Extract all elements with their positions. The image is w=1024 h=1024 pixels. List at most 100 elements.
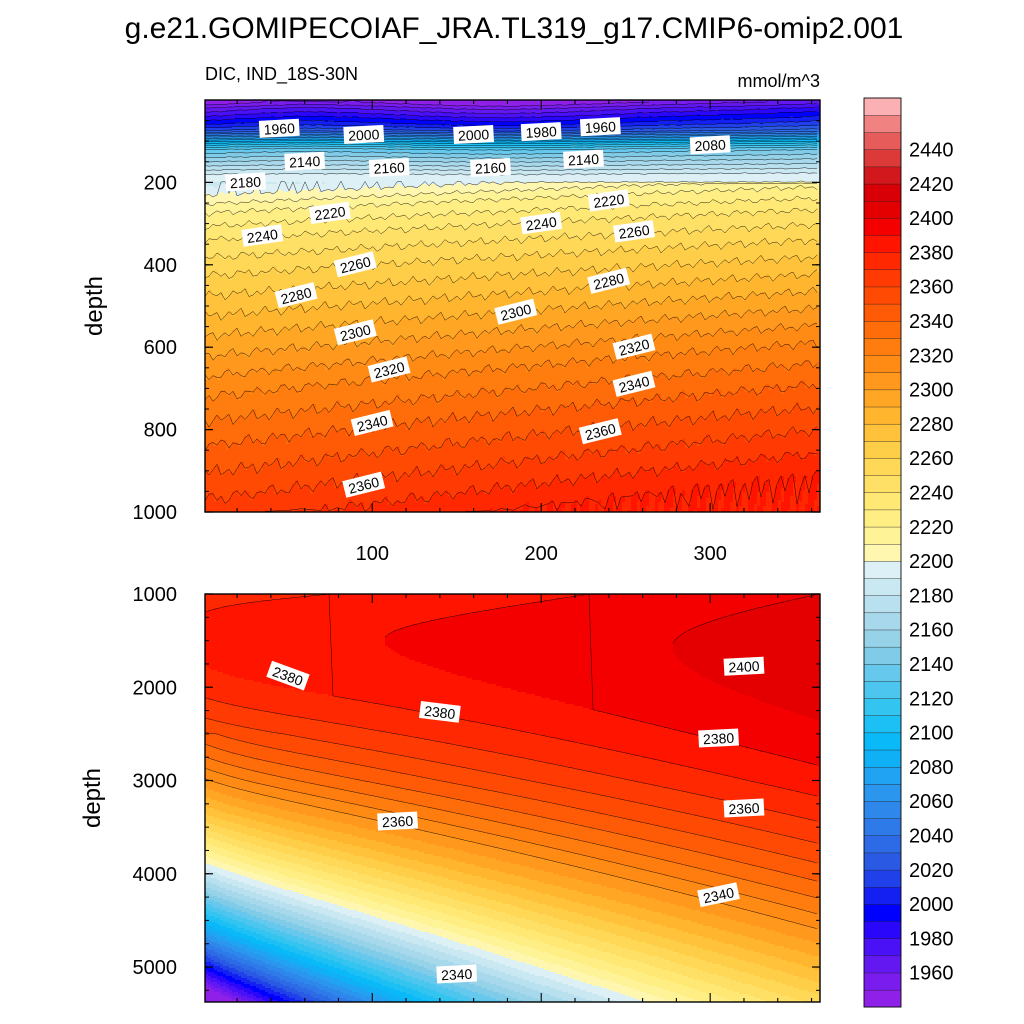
contour-cell: [418, 130, 422, 133]
contour-cell: [241, 462, 245, 495]
contour-cell: [328, 146, 332, 149]
contour-cell: [307, 124, 311, 129]
contour-cell: [496, 464, 500, 483]
contour-cell: [415, 502, 419, 512]
contour-cell: [280, 144, 284, 147]
contour-cell: [217, 116, 221, 121]
contour-cell: [433, 318, 437, 333]
contour-cell: [475, 146, 479, 149]
contour-cell: [514, 128, 518, 133]
contour-cell: [268, 350, 272, 375]
contour-cell: [376, 428, 380, 459]
contour-cell: [508, 106, 512, 111]
contour-cell: [325, 144, 329, 147]
contour-cell: [496, 110, 500, 115]
contour-cell: [421, 166, 425, 171]
contour-cell: [310, 148, 314, 153]
contour-cell: [205, 204, 209, 215]
contour-cell: [214, 150, 218, 155]
contour-cell: [502, 100, 506, 107]
contour-cell: [409, 158, 413, 163]
contour-cell: [355, 174, 359, 191]
contour-cell: [373, 148, 377, 153]
contour-cell: [394, 174, 398, 187]
contour-cell: [364, 186, 368, 197]
contour-cell: [520, 108, 524, 113]
contour-cell: [523, 184, 527, 191]
contour-cell: [349, 300, 353, 325]
contour-cell: [298, 134, 302, 137]
contour-cell: [442, 140, 446, 143]
contour-cell: [424, 124, 428, 129]
contour-cell: [307, 428, 311, 463]
contour-cell: [364, 142, 368, 145]
contour-cell: [298, 182, 302, 185]
contour-cell: [289, 190, 293, 199]
contour-cell: [433, 332, 437, 355]
contour-cell: [442, 216, 446, 229]
contour-cell: [457, 352, 461, 373]
contour-cell: [319, 134, 323, 137]
contour-cell: [454, 100, 458, 107]
contour-cell: [481, 436, 485, 471]
contour-cell: [232, 124, 236, 127]
contour-cell: [547, 170, 551, 175]
contour-cell: [214, 124, 218, 129]
contour-cell: [253, 170, 257, 175]
contour-cell: [292, 386, 296, 419]
contour-cell: [223, 182, 227, 185]
contour-cell: [379, 262, 383, 285]
contour-cell: [295, 142, 299, 145]
contour-cell: [478, 256, 482, 281]
contour-cell: [331, 458, 335, 479]
contour-cell: [502, 122, 506, 127]
contour-cell: [286, 462, 290, 495]
contour-cell: [433, 280, 437, 297]
contour-cell: [292, 148, 296, 153]
contour-cell: [334, 160, 338, 165]
contour-cell: [259, 210, 263, 223]
contour-cell: [388, 136, 392, 139]
contour-cell: [373, 206, 377, 221]
contour-cell: [358, 100, 362, 107]
contour-cell: [250, 272, 254, 297]
contour-cell: [268, 254, 272, 271]
contour-cell: [460, 194, 464, 203]
contour-cell: [340, 364, 344, 379]
contour-cell: [379, 504, 383, 512]
contour-cell: [496, 100, 500, 107]
contour-cell: [412, 196, 416, 207]
contour-cell: [301, 208, 305, 223]
contour-cell: [436, 470, 440, 493]
contour-cell: [484, 330, 488, 353]
contour-cell: [472, 148, 476, 151]
contour-cell: [415, 342, 419, 359]
contour-cell: [406, 106, 410, 111]
contour-cell: [484, 182, 488, 193]
contour-cell: [244, 114, 248, 119]
contour-cell: [301, 408, 305, 437]
contour-cell: [259, 106, 263, 111]
contour-cell: [358, 232, 362, 247]
contour-cell: [400, 282, 404, 305]
contour-cell: [265, 156, 269, 161]
contour-cell: [415, 166, 419, 171]
contour-cell: [247, 372, 251, 391]
contour-cell: [523, 292, 527, 307]
contour-cell: [436, 262, 440, 277]
contour-cell: [541, 120, 545, 125]
contour-cell: [544, 120, 548, 125]
contour-cell: [511, 118, 515, 123]
contour-cell: [433, 266, 437, 281]
contour-cell: [289, 108, 293, 113]
contour-cell: [406, 110, 410, 117]
contour-cell: [517, 190, 521, 201]
contour-cell: [448, 146, 452, 149]
contour-cell: [238, 400, 242, 417]
contour-cell: [367, 114, 371, 119]
contour-cell: [253, 294, 257, 315]
contour-cell: [205, 166, 209, 171]
contour-cell: [457, 422, 461, 443]
contour-cell: [532, 268, 536, 295]
contour-cell: [385, 142, 389, 145]
